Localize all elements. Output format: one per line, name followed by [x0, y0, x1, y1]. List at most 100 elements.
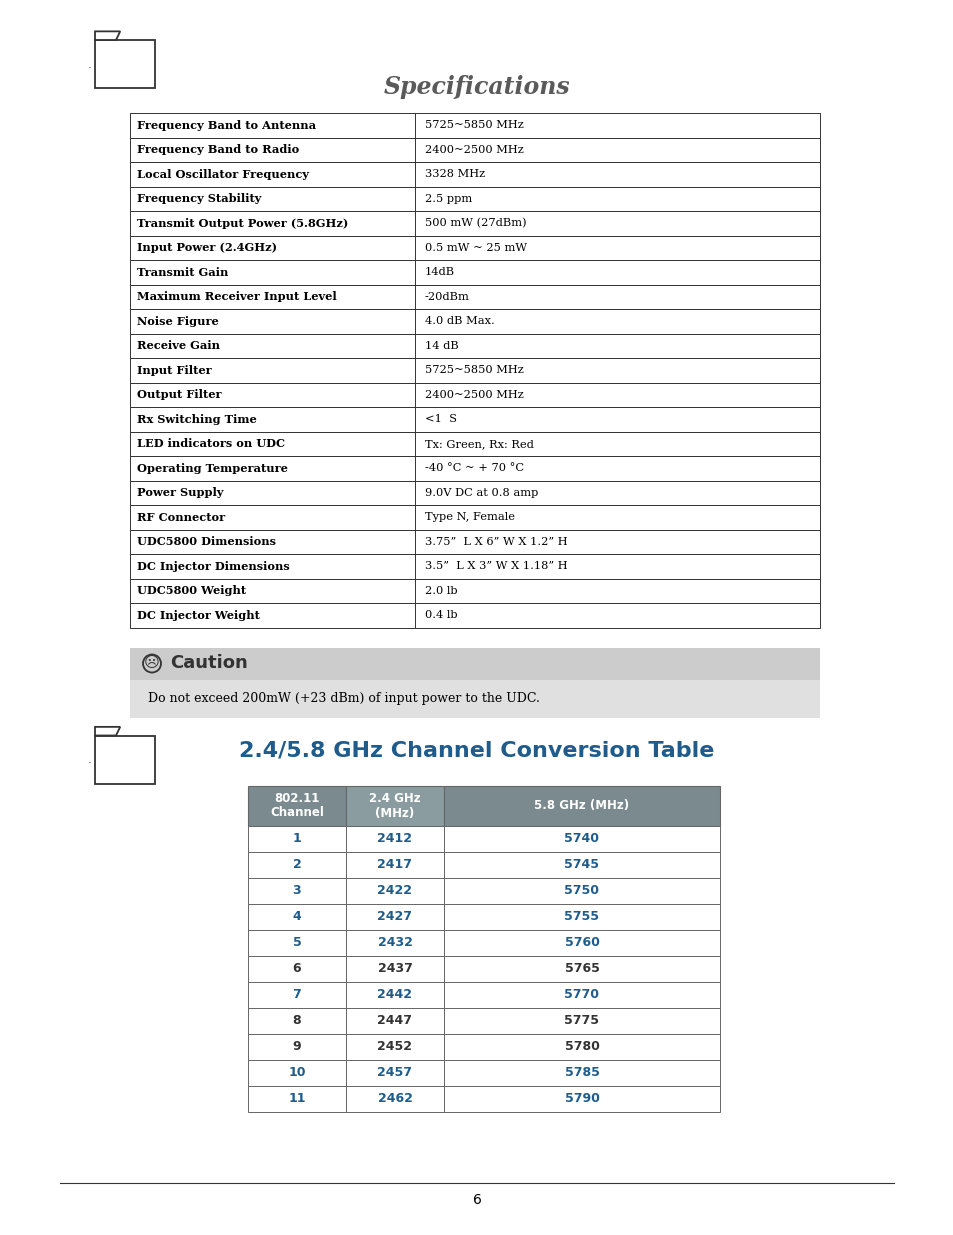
Text: -40 °C ~ + 70 °C: -40 °C ~ + 70 °C [424, 463, 523, 473]
Bar [130, 647, 820, 679]
Bar [130, 284, 820, 309]
Text: Maximum Receiver Input Level: Maximum Receiver Input Level [137, 291, 336, 303]
Bar [248, 825, 346, 851]
Bar [346, 982, 443, 1008]
Text: 2442: 2442 [377, 988, 412, 1002]
Bar [443, 825, 720, 851]
Text: UDC5800 Dimensions: UDC5800 Dimensions [137, 536, 275, 547]
Text: 802.11
Channel: 802.11 Channel [270, 792, 324, 820]
Text: 5760: 5760 [564, 936, 598, 948]
Text: 4: 4 [293, 910, 301, 923]
Text: Transmit Gain: Transmit Gain [137, 267, 228, 278]
Text: 2427: 2427 [377, 910, 412, 923]
Text: 5765: 5765 [564, 962, 598, 974]
Bar [248, 930, 346, 956]
Bar [130, 333, 820, 358]
Text: 2.4 GHz
(MHz): 2.4 GHz (MHz) [369, 792, 420, 820]
Text: RF Connector: RF Connector [137, 511, 225, 522]
Text: DC Injector Weight: DC Injector Weight [137, 610, 259, 621]
Bar [443, 956, 720, 982]
Text: 2.4/5.8 GHz Channel Conversion Table: 2.4/5.8 GHz Channel Conversion Table [239, 741, 714, 761]
Text: Type N, Female: Type N, Female [424, 513, 515, 522]
Text: ☹: ☹ [144, 655, 160, 671]
Text: 0.5 mW ~ 25 mW: 0.5 mW ~ 25 mW [424, 243, 527, 253]
Bar [346, 1008, 443, 1034]
Text: 2: 2 [293, 858, 301, 871]
Text: <1  S: <1 S [424, 414, 456, 425]
Text: 5725~5850 MHz: 5725~5850 MHz [424, 120, 523, 130]
Bar [248, 1086, 346, 1112]
Text: DC Injector Dimensions: DC Injector Dimensions [137, 561, 290, 572]
Bar [346, 904, 443, 930]
Text: 6: 6 [472, 1193, 481, 1207]
Bar [130, 383, 820, 408]
Text: -20dBm: -20dBm [424, 291, 470, 301]
Bar [130, 309, 820, 333]
Text: 5790: 5790 [564, 1092, 598, 1105]
Text: Rx Switching Time: Rx Switching Time [137, 414, 256, 425]
Bar [130, 456, 820, 480]
Text: 2452: 2452 [377, 1040, 412, 1053]
Text: Operating Temperature: Operating Temperature [137, 463, 288, 474]
Text: 5: 5 [293, 936, 301, 948]
Bar [130, 578, 820, 603]
Text: 3.5”  L X 3” W X 1.18” H: 3.5” L X 3” W X 1.18” H [424, 561, 567, 572]
Text: 4.0 dB Max.: 4.0 dB Max. [424, 316, 495, 326]
Text: 2457: 2457 [377, 1066, 412, 1079]
Polygon shape [95, 727, 120, 736]
Text: 1: 1 [293, 832, 301, 845]
Text: 5770: 5770 [564, 988, 598, 1002]
Bar [346, 930, 443, 956]
Bar [346, 956, 443, 982]
Bar [95, 736, 154, 783]
Text: Transmit Output Power (5.8GHz): Transmit Output Power (5.8GHz) [137, 217, 348, 228]
Text: 5.8 GHz (MHz): 5.8 GHz (MHz) [534, 799, 629, 811]
Text: 5785: 5785 [564, 1066, 598, 1079]
Bar [130, 505, 820, 530]
Text: LED indicators on UDC: LED indicators on UDC [137, 438, 285, 450]
Bar [346, 785, 443, 825]
Text: 2.0 lb: 2.0 lb [424, 585, 457, 595]
Text: Power Supply: Power Supply [137, 488, 223, 498]
Bar [130, 137, 820, 162]
Text: Caution: Caution [170, 655, 248, 673]
Text: 2447: 2447 [377, 1014, 412, 1028]
Text: Input Power (2.4GHz): Input Power (2.4GHz) [137, 242, 276, 253]
Text: 2417: 2417 [377, 858, 412, 871]
Text: Specifications: Specifications [383, 75, 570, 99]
Text: 3328 MHz: 3328 MHz [424, 169, 485, 179]
Text: Receive Gain: Receive Gain [137, 341, 220, 351]
Bar [248, 1060, 346, 1086]
Text: 3: 3 [293, 884, 301, 897]
Bar [248, 878, 346, 904]
Bar [130, 603, 820, 627]
Text: 14dB: 14dB [424, 267, 455, 277]
Text: .: . [88, 58, 91, 70]
Text: UDC5800 Weight: UDC5800 Weight [137, 585, 246, 597]
Text: 14 dB: 14 dB [424, 341, 458, 351]
Bar [346, 851, 443, 878]
Text: 0.4 lb: 0.4 lb [424, 610, 457, 620]
Bar [130, 211, 820, 236]
Text: Tx: Green, Rx: Red: Tx: Green, Rx: Red [424, 438, 534, 448]
Bar [130, 555, 820, 578]
Bar [130, 408, 820, 431]
Text: Do not exceed 200mW (+23 dBm) of input power to the UDC.: Do not exceed 200mW (+23 dBm) of input p… [148, 692, 539, 705]
Text: 5740: 5740 [564, 832, 598, 845]
Text: 2432: 2432 [377, 936, 412, 948]
Bar [443, 851, 720, 878]
Text: Input Filter: Input Filter [137, 364, 212, 375]
Bar [443, 930, 720, 956]
Text: 11: 11 [288, 1092, 305, 1105]
Bar [130, 358, 820, 383]
Bar [346, 878, 443, 904]
Bar [130, 112, 820, 137]
Text: Frequency Band to Radio: Frequency Band to Radio [137, 144, 299, 156]
Bar [443, 904, 720, 930]
Polygon shape [95, 31, 120, 40]
Bar [443, 1086, 720, 1112]
Text: 8: 8 [293, 1014, 301, 1028]
Bar [248, 785, 346, 825]
Bar [130, 679, 820, 718]
Text: 5775: 5775 [564, 1014, 598, 1028]
